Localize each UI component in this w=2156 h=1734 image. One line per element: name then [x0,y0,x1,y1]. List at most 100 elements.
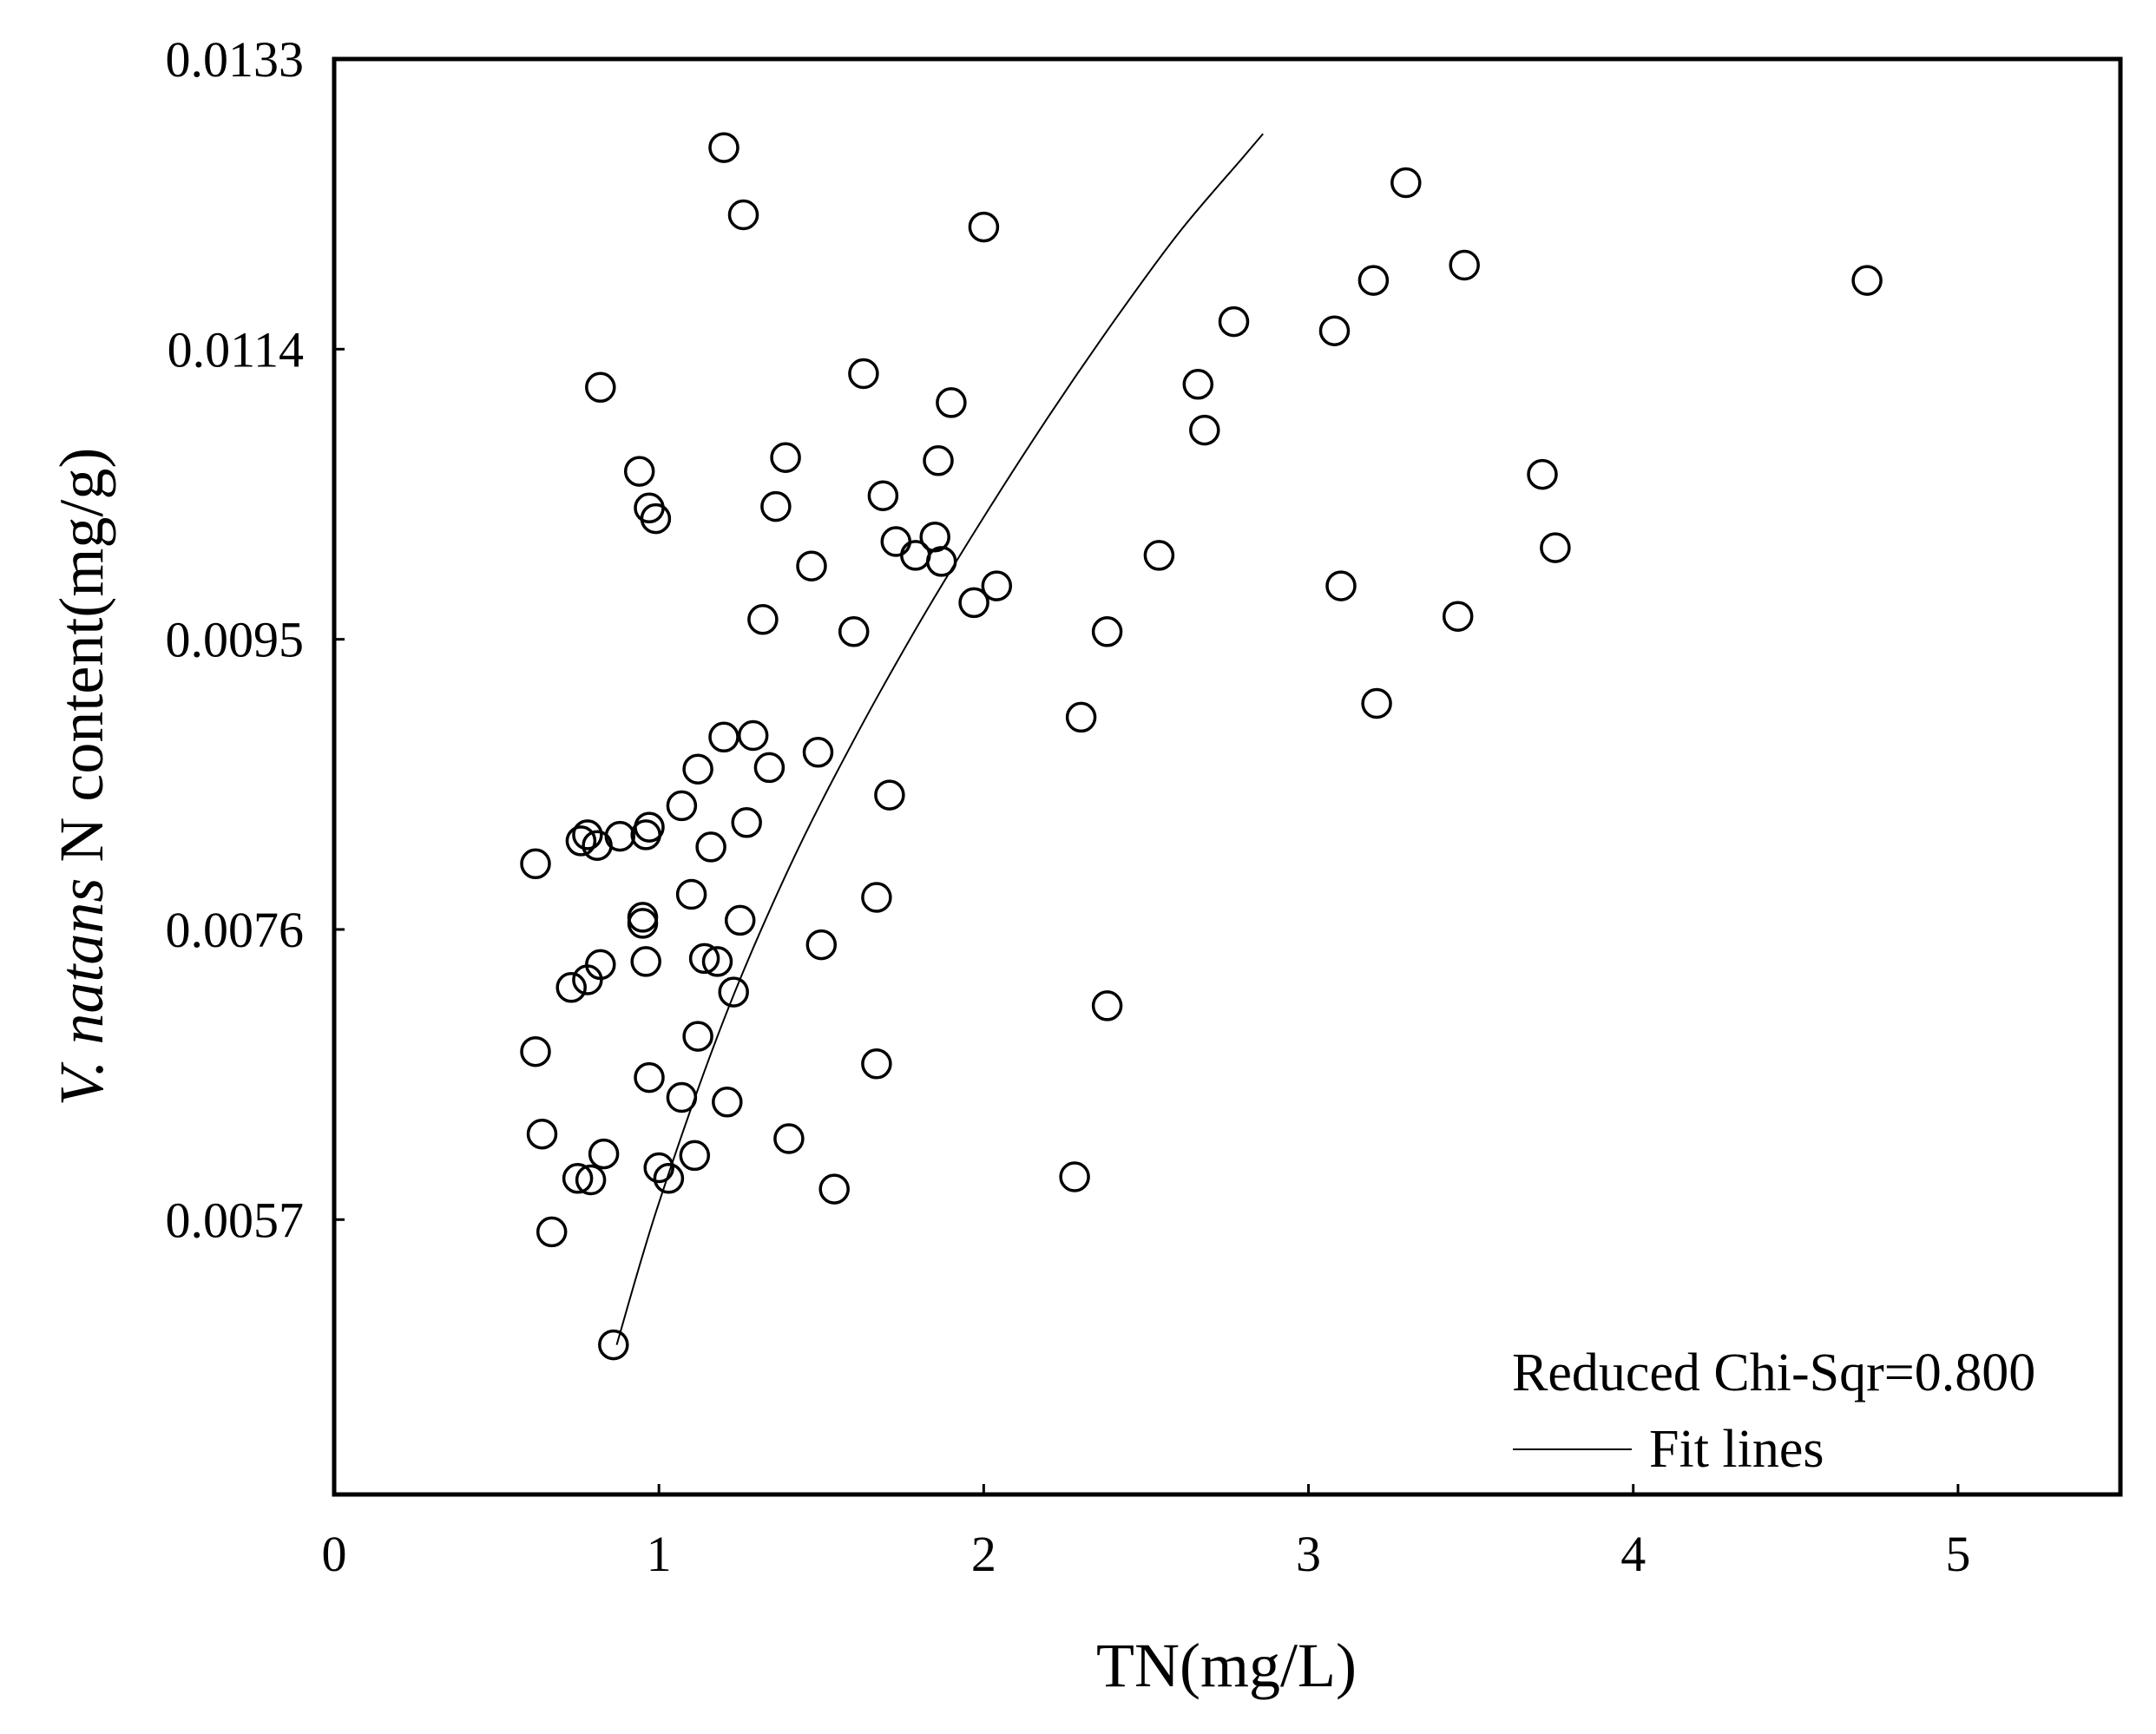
data-point [796,550,827,581]
data-point [1059,1161,1090,1192]
data-point [861,1048,892,1080]
plot-frame [332,56,2123,1497]
data-point [520,848,551,880]
data-point [838,616,870,647]
data-point [708,132,739,163]
y-tick-label: 0.0133 [166,31,305,88]
legend-label-fit-lines: Fit lines [1649,1420,1824,1479]
data-point [1527,458,1558,490]
plot-area [520,132,1883,1361]
data-point [958,587,989,619]
data-point [1143,540,1175,571]
data-point [981,570,1013,601]
data-point [718,976,749,1008]
data-point [1189,414,1220,446]
data-point [867,480,899,511]
x-tick-label: 3 [1296,1526,1321,1582]
data-point [653,1163,685,1194]
y-axis-label: V. natans N content(mg/g) [47,448,116,1107]
x-tick-label: 0 [322,1526,347,1582]
data-point [770,442,801,473]
data-point [682,1021,713,1052]
data-point [1540,532,1571,563]
data-point [1218,305,1250,338]
y-tick-label: 0.0057 [166,1192,305,1248]
data-point [727,199,759,231]
data-point [923,445,954,476]
x-tick-label: 5 [1945,1526,1970,1582]
data-point [634,1061,665,1094]
data-point [1449,249,1480,281]
data-point [874,779,905,811]
data-point [1318,315,1351,346]
x-axis-label: TN(mg/L) [1096,1631,1357,1700]
data-point [936,387,967,418]
data-point [760,490,792,522]
data-point [536,1216,568,1248]
data-point [1442,601,1474,632]
data-point [572,964,603,995]
data-point [682,753,713,785]
data-point [848,358,879,390]
data-point [679,1140,711,1172]
data-point [708,721,739,753]
data-point [562,1163,594,1194]
data-point [640,502,672,535]
data-point [666,790,698,822]
data-point [1091,616,1123,647]
x-tick-label: 2 [971,1526,996,1582]
data-point [818,1173,850,1205]
data-point [666,1081,698,1113]
data-point [861,882,892,913]
data-point [805,929,838,961]
data-point [1325,570,1357,601]
data-point [773,1123,805,1154]
data-point [630,819,661,851]
data-point [1091,990,1123,1021]
data-point [747,604,779,635]
fit-line [615,133,1264,1345]
data-point [1065,701,1097,733]
data-point [675,878,707,910]
y-tick-label: 0.0076 [166,902,305,958]
data-point [555,972,587,1003]
x-tick-label: 4 [1620,1526,1646,1582]
data-point [520,1035,551,1067]
data-point [737,719,769,752]
data-point [627,908,659,939]
y-axis-label-units: N content(mg/g) [47,448,116,878]
data-point [688,943,720,975]
data-point [701,946,733,977]
data-point [802,737,834,768]
data-point [643,1152,674,1184]
data-point [588,1138,620,1170]
data-point [695,831,726,863]
data-point [630,946,661,977]
x-tick-label: 1 [647,1526,672,1582]
data-point [623,456,655,487]
data-point [925,546,957,577]
data-point [565,825,597,857]
y-tick-label: 0.0095 [166,612,305,668]
data-point [598,1329,629,1361]
data-point [1851,265,1883,296]
data-point [575,1164,607,1196]
data-point [585,371,616,404]
data-point [572,819,603,851]
annotation-reduced-chi-sqr: Reduced Chi-Sqr=0.800 [1512,1343,2035,1402]
data-points [520,132,1883,1361]
data-point [1182,369,1214,400]
y-axis-ticks: 0.0057 0.0076 0.0095 0.0114 0.0133 [166,31,345,1248]
data-point [968,211,1000,243]
data-point [712,1087,743,1118]
y-axis-label-species: V. natans [47,878,116,1107]
data-point [1361,687,1392,719]
data-point [753,752,785,784]
data-point [724,904,756,936]
data-point [1390,167,1422,199]
x-axis-ticks: 0 1 2 3 4 5 [322,1484,1970,1582]
data-point [582,830,613,861]
data-point [526,1118,558,1150]
